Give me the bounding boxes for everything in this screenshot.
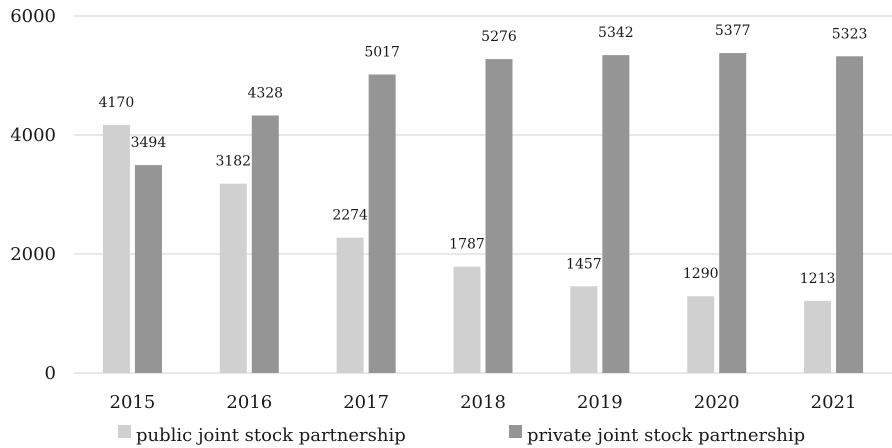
data-label: 1787 (449, 237, 485, 253)
data-labels: 4170 3494 3182 4328 2274 5017 1787 5276 1457 5342… (99, 23, 868, 287)
y-tick-label: 2000 (10, 244, 56, 265)
data-label: 5323 (832, 26, 868, 42)
bar-public-2019 (570, 286, 598, 373)
data-label: 3494 (131, 135, 167, 151)
x-tick-label: 2015 (110, 392, 156, 413)
y-tick-label: 0 (45, 363, 56, 384)
bar-public-2021 (804, 300, 832, 373)
bar-public-2018 (453, 266, 481, 373)
data-label: 5342 (598, 25, 634, 41)
bars (102, 53, 864, 374)
bar-public-2017 (336, 237, 364, 373)
data-label: 1213 (800, 271, 836, 287)
data-label: 3182 (215, 154, 251, 170)
x-axis-ticks: 2015 2016 2017 2018 2019 2020 2021 (110, 392, 857, 413)
legend-label-private: private joint stock partnership (527, 425, 805, 446)
data-label: 5017 (364, 44, 400, 60)
y-axis-ticks: 0 2000 4000 6000 (10, 6, 56, 384)
gridlines (74, 15, 892, 374)
bar-public-2015 (102, 124, 130, 373)
data-label: 4328 (247, 85, 283, 101)
x-tick-label: 2021 (811, 392, 857, 413)
data-label: 5377 (715, 23, 751, 39)
x-tick-label: 2017 (343, 392, 389, 413)
bar-public-2020 (687, 296, 715, 373)
bar-private-2021 (836, 56, 864, 374)
legend-label-public: public joint stock partnership (136, 425, 406, 446)
data-label: 1457 (566, 256, 602, 272)
y-tick-label: 6000 (10, 6, 56, 27)
x-tick-label: 2016 (226, 392, 272, 413)
bar-private-2020 (719, 53, 747, 373)
bar-public-2016 (219, 183, 247, 373)
x-tick-label: 2018 (460, 392, 506, 413)
data-label: 4170 (99, 95, 135, 111)
bar-private-2019 (602, 55, 630, 373)
bar-private-2016 (251, 115, 279, 373)
y-tick-label: 4000 (10, 125, 56, 146)
bar-private-2015 (134, 165, 162, 373)
x-tick-label: 2020 (694, 392, 740, 413)
legend-swatch-private (509, 425, 522, 438)
bar-private-2017 (368, 74, 396, 374)
data-label: 1290 (683, 266, 719, 282)
legend: public joint stock partnership private j… (118, 425, 805, 446)
x-tick-label: 2019 (577, 392, 623, 413)
bar-private-2018 (485, 59, 513, 373)
data-label: 2274 (332, 208, 368, 224)
data-label: 5276 (481, 29, 517, 45)
legend-swatch-public (118, 425, 131, 438)
